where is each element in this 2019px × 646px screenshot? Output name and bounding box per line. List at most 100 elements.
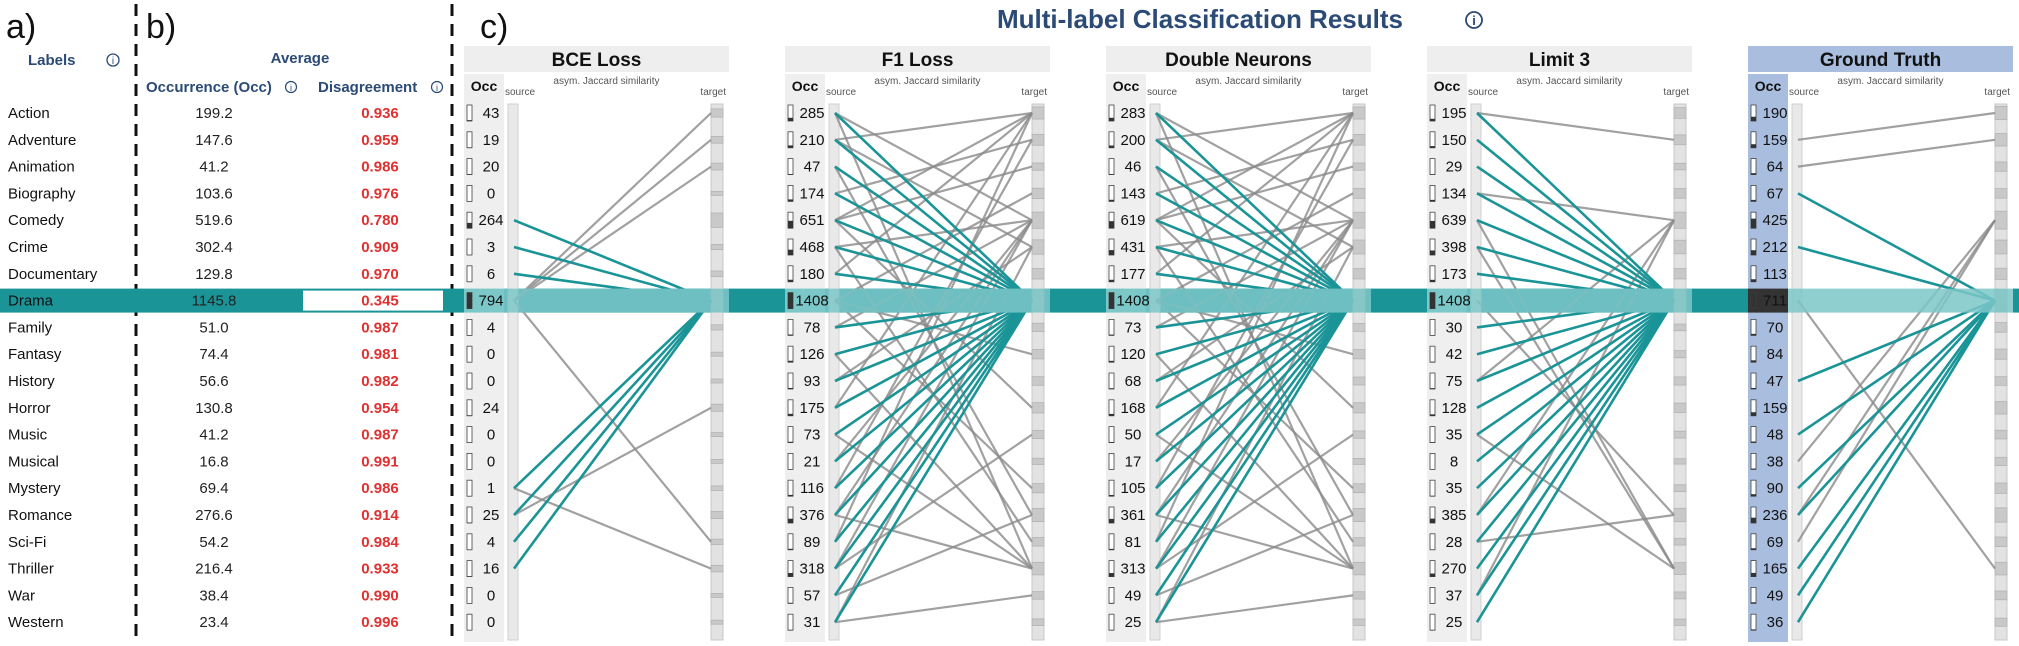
label-row[interactable]: Adventure 147.6 0.959 [8, 132, 399, 149]
title-info-icon[interactable]: i [1465, 11, 1483, 29]
occ-value: 31 [804, 614, 821, 631]
panel-title: Limit 3 [1529, 50, 1590, 71]
highlight-link [834, 299, 1033, 490]
occ-mini-bar-frame [1108, 158, 1115, 176]
label-row[interactable]: Family 51.0 0.987 [8, 319, 399, 336]
occ-cell: 78 [787, 318, 820, 336]
disagreement-value: 0.982 [361, 373, 399, 390]
occ-value: 794 [478, 293, 503, 310]
highlight-link [834, 299, 1033, 516]
label-row[interactable]: Horror 130.8 0.954 [8, 400, 399, 417]
source-bar [828, 103, 840, 641]
label-row[interactable]: Drama 1145.8 0.345 [8, 290, 443, 311]
occ-cell: 93 [787, 372, 820, 390]
occ-cell: 0 [466, 426, 495, 444]
label-row[interactable]: Documentary 129.8 0.970 [8, 266, 399, 283]
occ-cell: 126 [787, 345, 825, 363]
label-row[interactable]: Biography 103.6 0.976 [8, 185, 399, 202]
occ-value: 175 [799, 400, 824, 417]
occ-mini-bar-fill [1109, 279, 1114, 282]
highlight-link [833, 299, 1034, 597]
label-row[interactable]: Crime 302.4 0.909 [8, 239, 399, 256]
highlight-link [1155, 112, 1354, 302]
target-node [1352, 106, 1366, 120]
occurrence-value: 56.6 [199, 373, 228, 390]
occ-cell: 398 [1429, 238, 1467, 256]
occ-column-header: Occ [1113, 78, 1140, 94]
disagreement-value: 0.984 [361, 534, 399, 551]
disagreement-value: 0.996 [361, 614, 399, 631]
occurrence-info-icon[interactable]: i [284, 80, 298, 94]
panel-title: Ground Truth [1820, 50, 1941, 71]
labels-info-icon[interactable]: i [106, 53, 120, 67]
highlight-link [513, 299, 712, 490]
label-row[interactable]: Musical 16.8 0.991 [8, 453, 399, 470]
gray-link [834, 513, 1033, 570]
label-row[interactable]: War 38.4 0.990 [8, 587, 399, 604]
occ-value: 25 [1446, 614, 1463, 631]
label-row[interactable]: Music 41.2 0.987 [8, 427, 399, 444]
gray-link [1155, 513, 1354, 570]
source-label: source [1789, 87, 1819, 98]
label-row[interactable]: Mystery 69.4 0.986 [8, 480, 399, 497]
occ-mini-bar-fill [1109, 602, 1114, 604]
occ-mini-bar-fill [1109, 573, 1114, 577]
occ-mini-bar-frame [787, 399, 794, 417]
occ-value: 0 [487, 587, 495, 604]
label-row[interactable]: Thriller 216.4 0.933 [8, 561, 399, 578]
occurrence-value: 103.6 [195, 185, 233, 202]
highlight-link [513, 218, 712, 302]
occ-value: 180 [799, 266, 824, 283]
occ-cell: 28 [1429, 533, 1462, 551]
occ-mini-bar-fill [788, 602, 793, 604]
panel-highlight-band [1467, 288, 1692, 313]
occ-value: 4 [487, 319, 495, 336]
label-row[interactable]: Fantasy 74.4 0.981 [8, 346, 399, 363]
label-row[interactable]: Comedy 519.6 0.780 [8, 212, 399, 229]
label-row[interactable]: History 56.6 0.982 [8, 373, 399, 390]
target-bar [1031, 103, 1045, 641]
target-node [1994, 590, 2008, 601]
occ-value: 6 [487, 266, 495, 283]
occ-mini-bar-fill [1751, 360, 1756, 363]
target-node [1031, 162, 1045, 171]
highlight-link [834, 112, 1033, 302]
occ-value: 16 [483, 561, 500, 578]
occ-cell: 711 [1748, 288, 1788, 313]
gray-link [513, 138, 712, 302]
label-row[interactable]: Action 199.2 0.936 [8, 105, 399, 122]
label-row[interactable]: Western 23.4 0.996 [8, 614, 399, 631]
occ-mini-bar-frame [1429, 587, 1436, 604]
target-label: target [700, 87, 726, 98]
label-name: Musical [8, 453, 59, 470]
highlight-link [1155, 299, 1354, 383]
target-node [1352, 211, 1366, 229]
occ-column-header: Occ [1755, 78, 1782, 94]
occ-column-header: Occ [471, 78, 498, 94]
occ-value: 126 [799, 346, 824, 363]
label-row[interactable]: Sci-Fi 54.2 0.984 [8, 534, 399, 551]
occ-value: 49 [1767, 587, 1784, 604]
label-row[interactable]: Romance 276.6 0.914 [8, 507, 399, 524]
disagreement-value: 0.990 [361, 587, 399, 604]
label-row[interactable]: Animation 41.2 0.986 [8, 159, 399, 176]
target-node [1994, 376, 2008, 386]
occ-mini-bar-frame [466, 479, 473, 497]
occ-value: 120 [1120, 346, 1145, 363]
occ-cell: 174 [787, 184, 825, 202]
target-node [1031, 211, 1045, 229]
target-node [1031, 483, 1045, 494]
panel-title: Double Neurons [1165, 50, 1312, 71]
disagreement-info-icon[interactable]: i [430, 80, 444, 94]
occ-mini-bar-fill [1751, 387, 1756, 389]
target-node [1031, 239, 1045, 255]
occ-value: 159 [1762, 132, 1787, 149]
occ-value: 21 [804, 453, 821, 470]
occ-mini-bar-fill [788, 334, 793, 336]
occ-value: 35 [1446, 427, 1463, 444]
occ-mini-bar-frame [787, 131, 794, 149]
panel-title-bar [1427, 46, 1692, 72]
occ-cell: 180 [787, 265, 825, 283]
occ-mini-bar-frame [1750, 372, 1757, 390]
occ-mini-bar-frame [1429, 533, 1436, 551]
